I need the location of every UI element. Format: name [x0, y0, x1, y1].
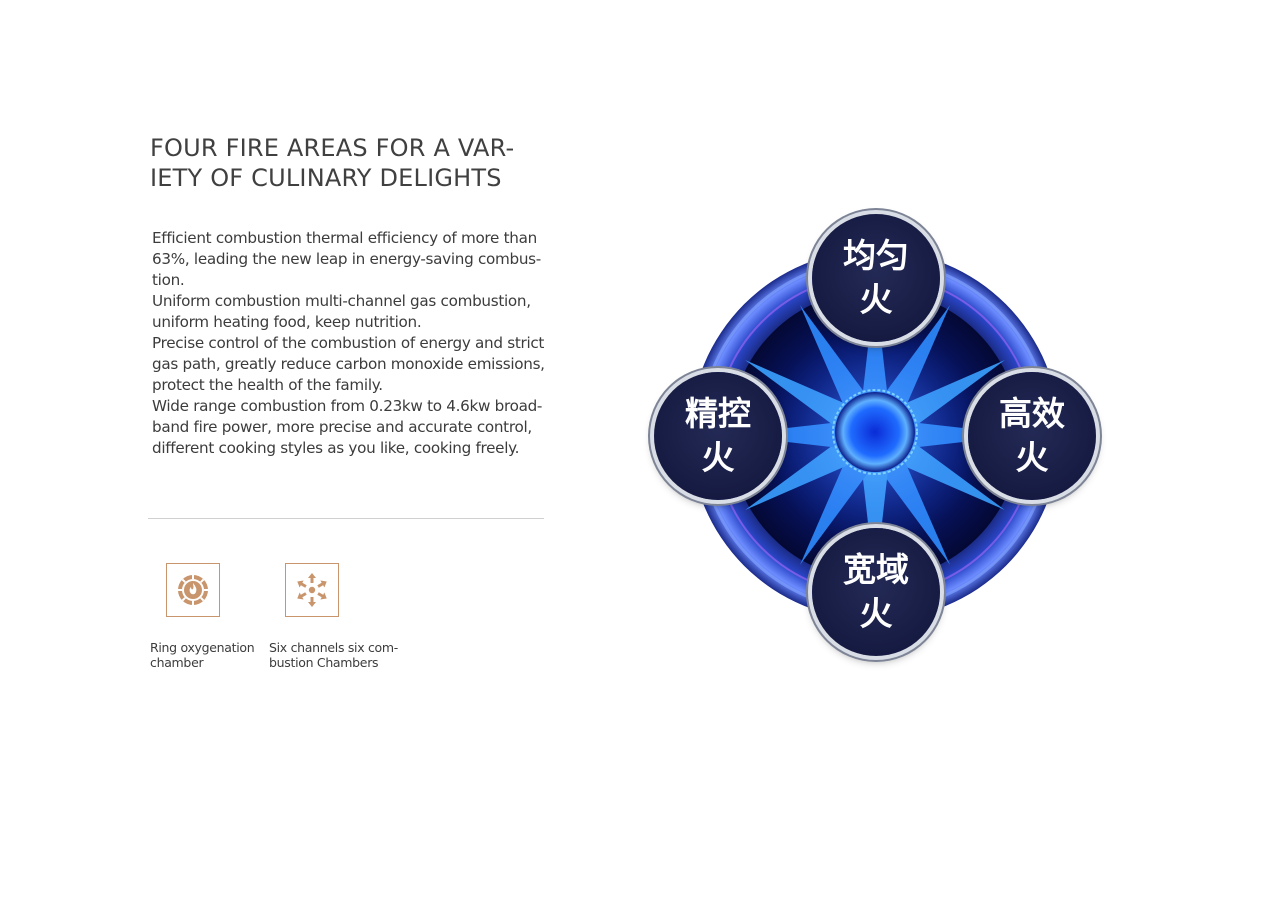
page-title: FOUR FIRE AREAS FOR A VAR- IETY OF CULIN…: [150, 133, 570, 193]
badge-text: 火: [701, 438, 735, 477]
ring-flame-icon: [166, 563, 220, 617]
title-line-1: FOUR FIRE AREAS FOR A VAR-: [150, 134, 515, 162]
description-line: Uniform combustion multi-channel gas com…: [152, 292, 531, 310]
title-line-2: IETY OF CULINARY DELIGHTS: [150, 164, 502, 192]
badge-text: 火: [859, 594, 893, 633]
description-line: band fire power, more precise and accura…: [152, 418, 532, 436]
divider: [148, 518, 544, 519]
description-line: uniform heating food, keep nutrition.: [152, 313, 422, 331]
badge-wide-range-fire: 宽域 火: [812, 528, 940, 656]
badge-efficient-fire: 高效 火: [968, 372, 1096, 500]
description-line: different cooking styles as you like, co…: [152, 439, 520, 457]
badge-precise-fire: 精控 火: [654, 372, 782, 500]
feature-label-line: chamber: [150, 655, 204, 670]
feature-label-line: Ring oxygenation: [150, 640, 255, 655]
badge-text: 均匀: [843, 236, 909, 275]
description-line: Precise control of the combustion of ene…: [152, 334, 545, 352]
feature-label-line: bustion Chambers: [269, 655, 379, 670]
burner-flame-graphic: [690, 250, 1060, 620]
description-line: gas path, greatly reduce carbon monoxide…: [152, 355, 545, 373]
badge-text: 火: [1015, 438, 1049, 477]
feature-label-ring: Ring oxygenation chamber: [150, 640, 255, 670]
description: Efficient combustion thermal efficiency …: [152, 228, 562, 459]
badge-text: 精控: [685, 394, 751, 433]
burner-illustration: 均匀 火 精控 火 高效 火 宽域 火: [640, 200, 1110, 670]
description-line: 63%, leading the new leap in energy-savi…: [152, 250, 541, 268]
feature-label-six-channels: Six channels six com- bustion Chambers: [269, 640, 398, 670]
description-line: tion.: [152, 271, 185, 289]
six-channel-arrows-icon: [285, 563, 339, 617]
feature-label-line: Six channels six com-: [269, 640, 398, 655]
description-line: protect the health of the family.: [152, 376, 383, 394]
badge-text: 宽域: [843, 550, 909, 589]
badge-text: 高效: [999, 394, 1065, 433]
description-line: Wide range combustion from 0.23kw to 4.6…: [152, 397, 543, 415]
badge-text: 火: [859, 280, 893, 319]
description-line: Efficient combustion thermal efficiency …: [152, 229, 537, 247]
badge-uniform-fire: 均匀 火: [812, 214, 940, 342]
